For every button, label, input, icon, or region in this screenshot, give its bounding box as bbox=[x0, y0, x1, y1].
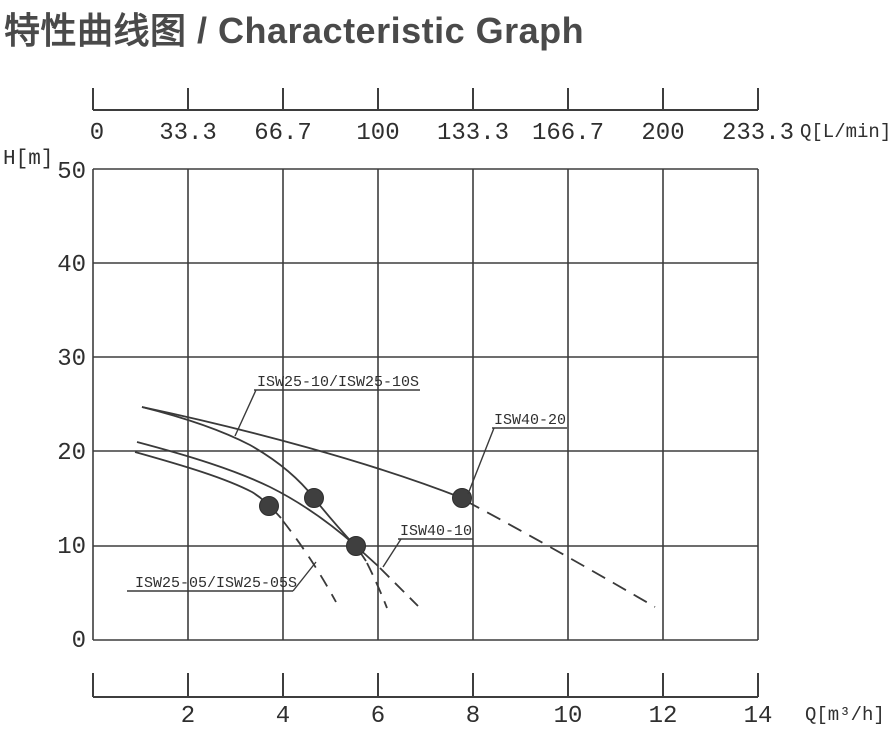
y-tick-label: 40 bbox=[57, 252, 86, 279]
y-tick-label: 30 bbox=[57, 346, 86, 373]
bottom-axis: 2 4 6 8 10 12 14 Q[m³/h] bbox=[92, 673, 885, 730]
rated-point-isw25-10 bbox=[304, 488, 324, 508]
curve-label-isw40-20: ISW40-20 bbox=[494, 412, 566, 429]
curve-isw40-20-solid bbox=[141, 406, 463, 499]
y-tick-label: 10 bbox=[57, 534, 86, 561]
bottom-tick-label: 2 bbox=[181, 703, 195, 730]
curve-isw25-10-dashed bbox=[366, 562, 388, 609]
rated-point-isw25-05 bbox=[259, 496, 279, 516]
top-axis-unit: Q[L/min] bbox=[800, 121, 891, 143]
bottom-tick-label: 4 bbox=[276, 703, 290, 730]
rated-point-isw40-20 bbox=[452, 488, 472, 508]
bottom-tick-label: 14 bbox=[744, 703, 773, 730]
curve-label-isw25-05: ISW25-05/ISW25-05S bbox=[135, 575, 297, 592]
y-tick-label: 50 bbox=[57, 159, 86, 186]
callout-leader bbox=[467, 427, 495, 495]
callout-leader bbox=[292, 561, 317, 592]
left-axis: H[m] 50 40 30 20 10 0 bbox=[3, 148, 86, 655]
curve-callouts: ISW25-10/ISW25-10S ISW40-20 ISW40-10 ISW… bbox=[127, 374, 567, 592]
top-axis: 0 33.3 66.7 100 133.3 166.7 200 233.3 Q[… bbox=[90, 88, 891, 147]
y-tick-label: 20 bbox=[57, 440, 86, 467]
top-tick-label: 66.7 bbox=[254, 120, 312, 147]
curve-isw40-10-solid bbox=[136, 441, 379, 567]
page-title: 特性曲线图 / Characteristic Graph bbox=[4, 10, 585, 51]
y-axis-unit: H[m] bbox=[3, 148, 53, 171]
curve-isw25-10-solid bbox=[141, 406, 367, 562]
bottom-tick-label: 12 bbox=[649, 703, 678, 730]
top-tick-label: 166.7 bbox=[532, 120, 604, 147]
bottom-tick-label: 6 bbox=[371, 703, 385, 730]
y-tick-label: 0 bbox=[72, 628, 86, 655]
plot-grid bbox=[92, 168, 759, 641]
callout-leader bbox=[234, 389, 257, 437]
top-tick-label: 100 bbox=[356, 120, 399, 147]
curve-isw25-05-dashed bbox=[282, 520, 337, 603]
curve-isw40-20-dashed bbox=[465, 500, 656, 608]
callout-leader bbox=[382, 538, 402, 568]
curve-isw40-10-dashed bbox=[379, 567, 419, 607]
bottom-tick-label: 10 bbox=[554, 703, 583, 730]
top-tick-label: 200 bbox=[641, 120, 684, 147]
bottom-axis-unit: Q[m³/h] bbox=[805, 704, 885, 726]
top-tick-label: 133.3 bbox=[437, 120, 509, 147]
top-tick-label: 233.3 bbox=[722, 120, 794, 147]
bottom-tick-label: 8 bbox=[466, 703, 480, 730]
rated-point-dots bbox=[259, 488, 472, 556]
rated-point-isw40-10 bbox=[346, 536, 366, 556]
top-tick-label: 0 bbox=[90, 120, 104, 147]
top-tick-label: 33.3 bbox=[159, 120, 217, 147]
curve-label-isw40-10: ISW40-10 bbox=[400, 523, 472, 540]
curve-label-isw25-10: ISW25-10/ISW25-10S bbox=[257, 374, 419, 391]
